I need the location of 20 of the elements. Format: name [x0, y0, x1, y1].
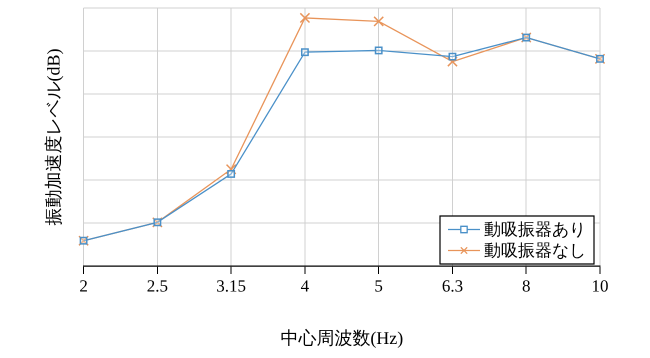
x-tick-label: 5: [374, 276, 383, 296]
point: [227, 170, 236, 178]
x-tick-label: 6.3: [442, 276, 464, 296]
legend-label: 動吸振器なし: [484, 240, 586, 260]
y-axis-title: 振動加速度レベル(dB): [44, 48, 64, 226]
point: [447, 56, 458, 67]
legend-label: 動吸振器あり: [484, 220, 586, 239]
point: [226, 164, 236, 175]
point: [448, 52, 456, 61]
x-tick-label: 2.5: [146, 276, 168, 296]
x-tick-label: 3.15: [216, 276, 246, 296]
x-tick-label: 8: [522, 276, 530, 296]
x-tick-label: 2: [79, 276, 88, 296]
point: [374, 46, 383, 54]
point: [300, 12, 310, 24]
x-tick-label: 10: [592, 276, 608, 296]
point: [300, 48, 309, 56]
x-tick-label: 4: [300, 276, 310, 296]
x-axis-title: 中心周波数(Hz): [280, 328, 404, 348]
point: [373, 16, 384, 27]
